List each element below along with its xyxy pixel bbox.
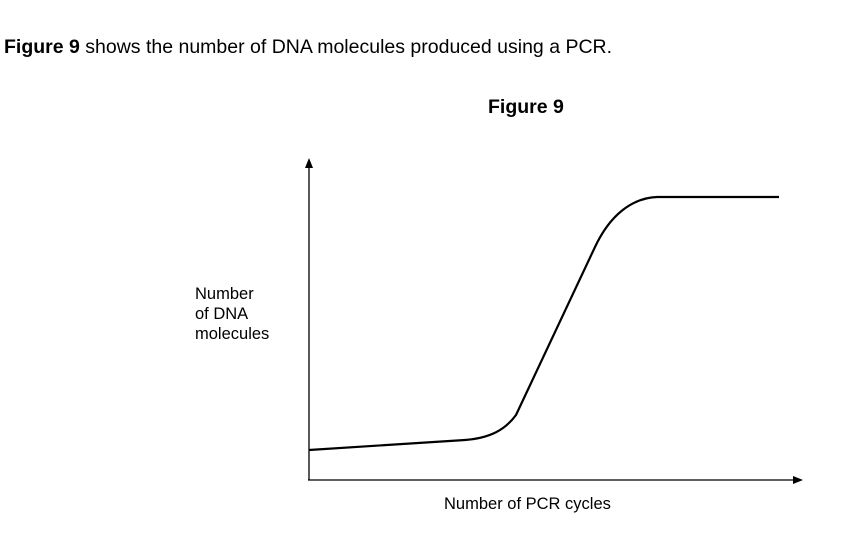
intro-sentence: Figure 9 shows the number of DNA molecul… [4,36,612,59]
y-axis-arrow-icon [305,158,313,168]
y-axis-label-line-3: molecules [195,325,270,343]
dna-molecule-curve [308,195,779,452]
y-axis-label: Number of DNA molecules [195,284,269,344]
intro-figure-ref: Figure 9 [4,36,80,58]
y-axis-label-line-2: of DNA [195,305,249,323]
x-axis-arrow-icon [793,476,803,484]
intro-text: shows the number of DNA molecules produc… [79,36,613,58]
figure-title: Figure 9 [488,96,564,118]
x-axis-label: Number of PCR cycles [444,495,611,513]
y-axis-label-line-1: Number [195,285,254,303]
